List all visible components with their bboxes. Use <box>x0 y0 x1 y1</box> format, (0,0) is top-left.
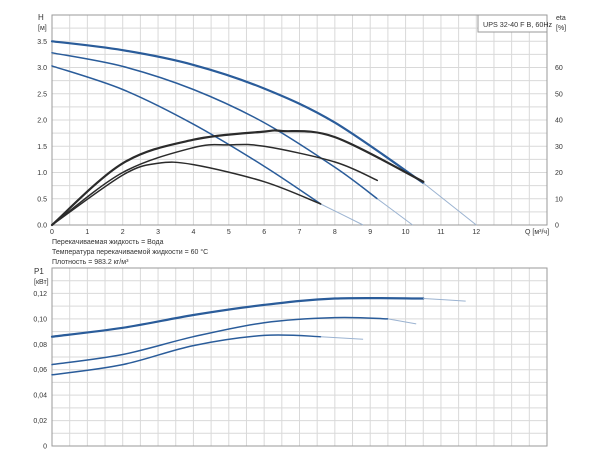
top-plot-frame <box>51 14 548 226</box>
title-box <box>477 14 548 33</box>
x-tick-label: 5 <box>227 229 231 236</box>
x-tick-label: 9 <box>368 229 372 236</box>
x-tick-label: 4 <box>191 229 195 236</box>
note-fluid: Перекачиваемая жидкость = Вода <box>52 239 164 246</box>
x-tick-label: 8 <box>333 229 337 236</box>
top-head-curve-extension <box>422 182 477 226</box>
y-tick-label: 1.5 <box>37 144 47 151</box>
bottom-curves <box>50 296 466 376</box>
power-panel: 0 0,02 0,04 0,06 0,08 0,10 0,12 P1 [кВт] <box>33 267 548 450</box>
x-tick-label: 3 <box>156 229 160 236</box>
bottom-power-curve <box>51 316 389 366</box>
y-axis-unit-h: [м] <box>38 25 47 32</box>
bottom-power-curve <box>50 296 425 338</box>
y-tick-label: 2.5 <box>37 91 47 98</box>
p1-tick-label: 0,04 <box>33 393 47 400</box>
y2-tick-label: 0 <box>555 223 559 230</box>
top-head-curve-extension <box>377 198 413 226</box>
top-grid <box>52 15 547 225</box>
y-tick-label: 3.0 <box>37 65 47 72</box>
bottom-y-tick-labels: 0 0,02 0,04 0,06 0,08 0,10 0,12 <box>33 291 47 450</box>
x-tick-label: 11 <box>437 229 444 236</box>
p1-tick-label: 0,02 <box>33 418 47 425</box>
y-tick-label: 0.0 <box>37 223 47 230</box>
top-eta-curve <box>51 161 322 226</box>
top-y-tick-labels: 0.0 0.5 1.0 1.5 2.0 2.5 3.0 3.5 <box>37 39 47 230</box>
top-head-curve-extension <box>320 203 364 226</box>
x-axis-label: Q [м³/ч] <box>525 229 549 236</box>
title-box-label: UPS 32-40 F B, 60Hz <box>483 20 553 29</box>
head-eta-panel: 0 1 2 3 4 5 6 7 8 9 10 11 12 0.00.51.01.52.02.53.03.… <box>37 13 566 266</box>
x-tick-label: 6 <box>262 229 266 236</box>
p1-tick-label: 0,12 <box>33 291 47 298</box>
bottom-power-curve-extension <box>320 336 364 340</box>
bottom-power-curve <box>51 334 322 376</box>
x-tick-label: 7 <box>298 229 302 236</box>
y2-axis-unit-eta: [%] <box>556 25 566 32</box>
y2-tick-label: 60 <box>555 65 563 72</box>
bottom-power-curve-extension <box>387 318 417 325</box>
bottom-power-curve-extension <box>423 298 466 302</box>
top-eta-curve <box>51 143 379 226</box>
x-tick-label: 2 <box>121 229 125 236</box>
x-tick-label: 10 <box>402 229 410 236</box>
top-head-curve <box>51 52 379 200</box>
x-tick-label: 1 <box>85 229 89 236</box>
bottom-grid <box>52 268 547 446</box>
y-axis-unit-p1: [кВт] <box>34 279 49 286</box>
y2-tick-label: 50 <box>555 91 563 98</box>
y2-tick-label: 30 <box>555 144 563 151</box>
top-eta-curve <box>50 129 425 227</box>
note-density: Плотность = 983.2 кг/м³ <box>52 259 129 266</box>
top-head-curve <box>51 65 322 205</box>
p1-tick-label: 0,10 <box>33 316 47 323</box>
x-tick-label: 12 <box>472 229 480 236</box>
y-tick-label: 3.5 <box>37 39 47 46</box>
x-tick-label: 0 <box>50 229 54 236</box>
y-axis-label-p1: P1 <box>34 267 44 276</box>
y2-axis-label-eta: eta <box>556 15 566 22</box>
top-x-tick-labels: 0 1 2 3 4 5 6 7 8 9 10 11 12 <box>50 229 480 236</box>
y2-tick-label: 40 <box>555 118 563 125</box>
bottom-plot-frame <box>51 267 548 447</box>
p1-tick-label: 0,08 <box>33 342 47 349</box>
top-y2-tick-labels: 0 10 20 30 40 50 60 <box>555 65 563 230</box>
p1-tick-label: 0 <box>43 444 47 450</box>
y-tick-label: 2.0 <box>37 118 47 125</box>
y2-tick-label: 10 <box>555 196 563 203</box>
y-tick-label: 1.0 <box>37 170 47 177</box>
top-head-curve <box>50 40 425 185</box>
y-axis-label-h: H <box>38 13 44 22</box>
note-temperature: Температура перекачиваемой жидкости = 60… <box>52 248 208 256</box>
y-tick-label: 0.5 <box>37 196 47 203</box>
p1-tick-label: 0,06 <box>33 367 47 374</box>
top-curves <box>50 40 477 227</box>
y2-tick-label: 20 <box>555 170 563 177</box>
